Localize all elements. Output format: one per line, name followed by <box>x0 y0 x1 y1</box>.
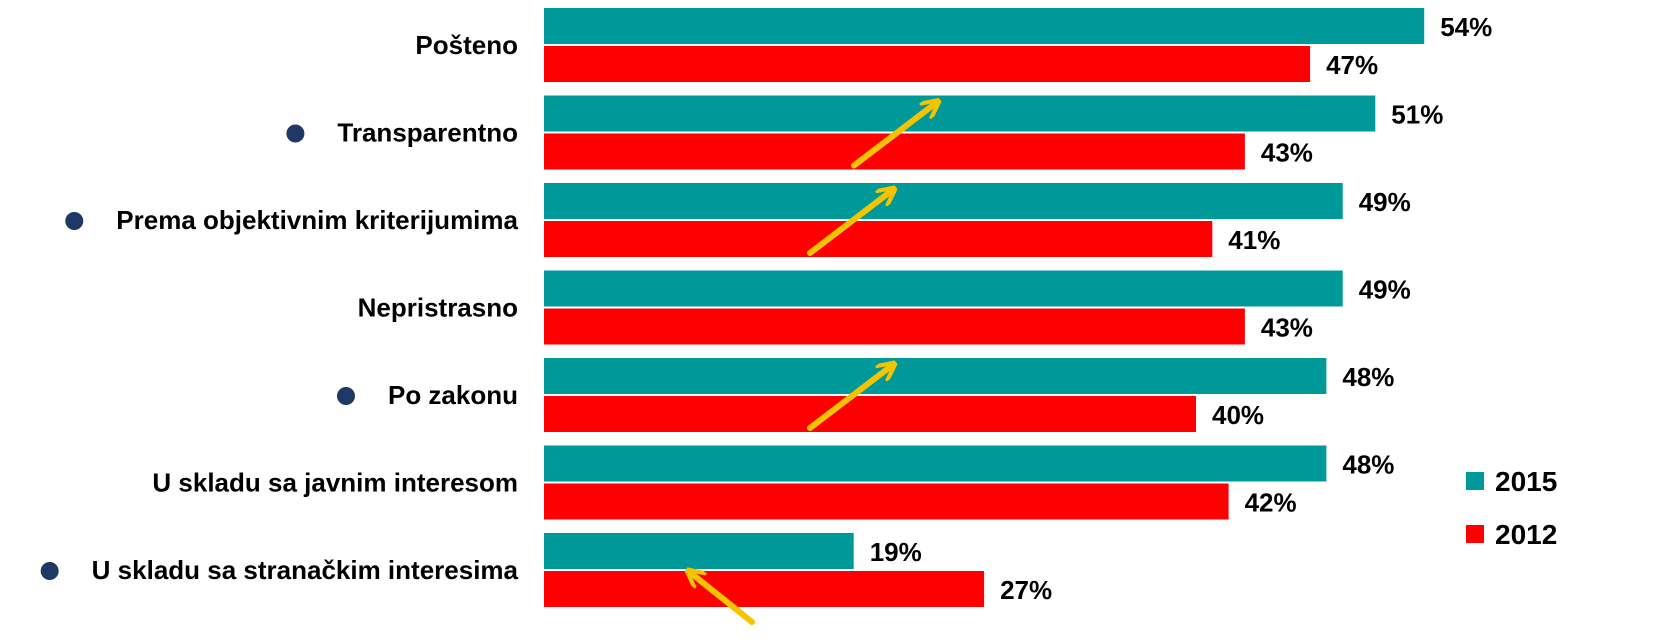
trend-arrow-prema-objektivnim-kriterijumima <box>807 192 890 256</box>
bar-2015-nepristrasno <box>544 270 1343 307</box>
bar-2012-transparentno <box>544 133 1245 170</box>
trend-arrow-transparentno <box>851 105 934 169</box>
bar-2012-posteno <box>544 46 1311 82</box>
legend-swatch-2015 <box>1466 472 1484 490</box>
value-label-2012-posteno: 47% <box>1326 50 1378 80</box>
value-label-2015-u-skladu-sa-javnim-interesom: 48% <box>1342 450 1394 480</box>
value-label-2012-prema-objektivnim-kriterijumima: 41% <box>1228 225 1280 255</box>
value-label-2015-prema-objektivnim-kriterijumima: 49% <box>1359 187 1411 217</box>
bar-2012-u-skladu-sa-stranackim-interesima <box>544 571 985 607</box>
value-label-2012-transparentno: 43% <box>1261 138 1313 168</box>
bars <box>544 8 1425 607</box>
bar-2012-nepristrasno <box>544 308 1245 345</box>
trend-arrow-u-skladu-sa-stranackim-interesima <box>692 574 755 625</box>
bullet-u-skladu-sa-stranackim-interesima <box>40 562 59 580</box>
value-label-2012-u-skladu-sa-stranackim-interesima: 27% <box>1000 575 1052 605</box>
bar-2015-po-zakonu <box>544 358 1327 394</box>
value-label-2015-u-skladu-sa-stranackim-interesima: 19% <box>870 537 922 567</box>
bullet-prema-objektivnim-kriterijumima <box>65 212 84 230</box>
value-label-2015-transparentno: 51% <box>1391 100 1443 130</box>
category-label-po-zakonu: Po zakonu <box>388 380 518 410</box>
category-labels: Pošteno Transparentno Prema objektivnim kr… <box>40 30 519 585</box>
legend: 2015 2012 <box>1466 466 1557 550</box>
bar-2015-u-skladu-sa-stranackim-interesima <box>544 533 854 569</box>
value-label-2012-u-skladu-sa-javnim-interesom: 42% <box>1245 488 1297 518</box>
bar-2012-u-skladu-sa-javnim-interesom <box>544 483 1229 520</box>
legend-label-2015: 2015 <box>1495 466 1557 497</box>
bar-2015-transparentno <box>544 95 1376 132</box>
bullet-transparentno <box>286 124 305 143</box>
legend-swatch-2012 <box>1466 525 1484 543</box>
bar-2012-po-zakonu <box>544 396 1196 432</box>
value-label-2012-nepristrasno: 43% <box>1261 313 1313 343</box>
category-label-transparentno: Transparentno <box>337 118 518 148</box>
trend-arrows <box>692 105 934 625</box>
trend-arrow-po-zakonu <box>807 367 890 431</box>
value-labels: 54% 47% 51% 43% 49% 41% 49% 43% 48% 40% 48% 42% 19% 2… <box>870 12 1493 605</box>
legend-label-2012: 2012 <box>1495 519 1557 550</box>
category-label-nepristrasno: Nepristrasno <box>358 293 518 323</box>
value-label-2015-posteno: 54% <box>1440 12 1492 42</box>
value-label-2012-po-zakonu: 40% <box>1212 400 1264 430</box>
bar-2015-prema-objektivnim-kriterijumima <box>544 183 1343 219</box>
bar-2015-u-skladu-sa-javnim-interesom <box>544 445 1327 482</box>
value-label-2015-nepristrasno: 49% <box>1359 275 1411 305</box>
category-label-posteno: Pošteno <box>415 30 518 60</box>
bar-2012-prema-objektivnim-kriterijumima <box>544 221 1213 257</box>
category-label-u-skladu-sa-stranackim-interesima: U skladu sa stranačkim interesima <box>92 555 519 585</box>
value-label-2015-po-zakonu: 48% <box>1342 362 1394 392</box>
category-label-prema-objektivnim-kriterijumima: Prema objektivnim kriterijumima <box>116 205 518 235</box>
bullet-po-zakonu <box>336 387 355 405</box>
bar-2015-posteno <box>544 8 1425 44</box>
category-label-u-skladu-sa-javnim-interesom: U skladu sa javnim interesom <box>152 468 518 498</box>
